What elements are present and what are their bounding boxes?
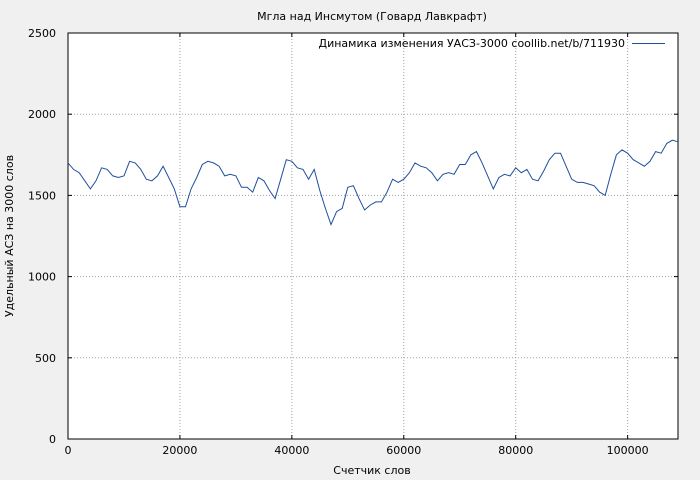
- x-tick-label: 20000: [162, 444, 197, 457]
- y-tick-label: 1500: [28, 189, 56, 202]
- y-tick-label: 1000: [28, 271, 56, 284]
- y-tick-label: 2500: [28, 27, 56, 40]
- y-tick-label: 2000: [28, 108, 56, 121]
- series-line-0: [67, 139, 679, 226]
- x-tick-label: 100000: [607, 444, 649, 457]
- legend-label: Динамика изменения УАСЗ-3000 coollib.net…: [319, 37, 626, 50]
- y-tick-label: 500: [35, 352, 56, 365]
- x-tick-label: 60000: [386, 444, 421, 457]
- x-tick-label: 40000: [274, 444, 309, 457]
- y-axis-label: Удельный АСЗ на 3000 слов: [3, 155, 16, 317]
- x-tick-label: 80000: [498, 444, 533, 457]
- plot-frame: [67, 32, 679, 440]
- y-tick-label: 0: [49, 433, 56, 446]
- plot-area: [68, 33, 678, 439]
- series-layer: [67, 139, 679, 226]
- chart-title: Мгла над Инсмутом (Говард Лавкрафт): [257, 10, 487, 23]
- x-tick-label: 0: [65, 444, 72, 457]
- axes: 0 20000 40000 60000 80000 100000 0 500 1000 1500 2…: [28, 27, 679, 457]
- legend: Динамика изменения УАСЗ-3000 coollib.net…: [319, 37, 665, 50]
- x-axis-label: Счетчик слов: [333, 464, 410, 477]
